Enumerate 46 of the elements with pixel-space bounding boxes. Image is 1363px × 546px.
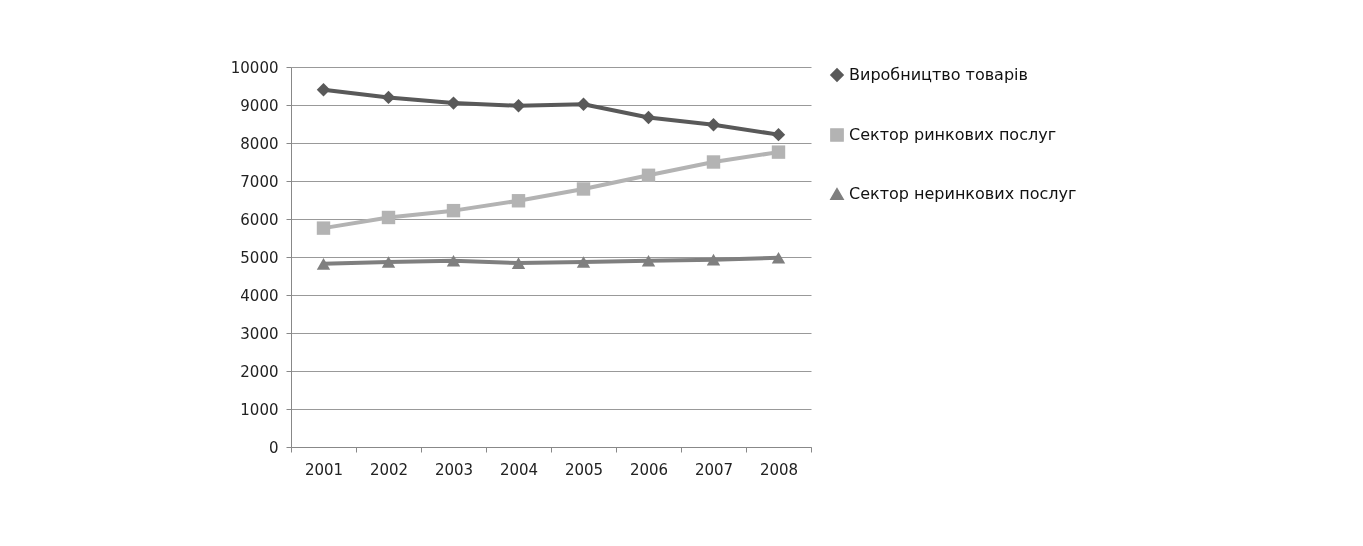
point <box>381 90 396 105</box>
point <box>316 258 331 270</box>
point <box>576 97 591 111</box>
legend-label: Сектор ринкових послуг <box>849 125 1057 144</box>
point <box>641 254 656 267</box>
point <box>446 203 461 218</box>
x-tick-label: 2007 <box>694 460 734 479</box>
y-tick-label: 8000 <box>240 134 279 153</box>
y-tick-label: 1000 <box>240 400 279 419</box>
point <box>706 155 721 169</box>
x-tick-label: 2005 <box>564 460 604 479</box>
point <box>706 253 721 266</box>
point <box>446 96 461 110</box>
point <box>511 257 526 269</box>
y-tick-label: 3000 <box>240 324 279 343</box>
y-tick-label: 2000 <box>240 362 279 381</box>
point <box>771 145 786 159</box>
x-tick-label: 2006 <box>629 460 669 479</box>
point <box>706 118 721 132</box>
point <box>641 168 656 183</box>
y-tick-label: 4000 <box>240 286 279 305</box>
y-tick-label: 7000 <box>240 172 279 191</box>
point <box>771 127 786 142</box>
point <box>511 99 526 113</box>
x-tick-label: 2008 <box>759 460 799 479</box>
x-tick-label: 2004 <box>499 460 539 479</box>
point <box>576 256 591 268</box>
x-tick-label: 2003 <box>434 460 474 479</box>
y-tick-label: 10000 <box>230 58 279 77</box>
point <box>381 256 396 268</box>
point <box>446 254 461 267</box>
point <box>771 251 786 264</box>
point <box>316 221 331 235</box>
legend-label: Виробництво товарів <box>849 65 1028 84</box>
y-tick-label: 9000 <box>240 96 279 115</box>
point <box>316 83 331 97</box>
y-tick-label: 0 <box>268 438 279 457</box>
x-tick-label: 2002 <box>369 460 409 479</box>
x-tick-label: 2001 <box>304 460 344 479</box>
point <box>381 210 396 225</box>
point <box>576 182 591 196</box>
point <box>511 194 526 208</box>
point <box>641 110 656 125</box>
y-tick-label: 6000 <box>240 210 279 229</box>
legend-label: Сектор неринкових послуг <box>849 184 1077 203</box>
y-tick-label: 5000 <box>240 248 279 267</box>
